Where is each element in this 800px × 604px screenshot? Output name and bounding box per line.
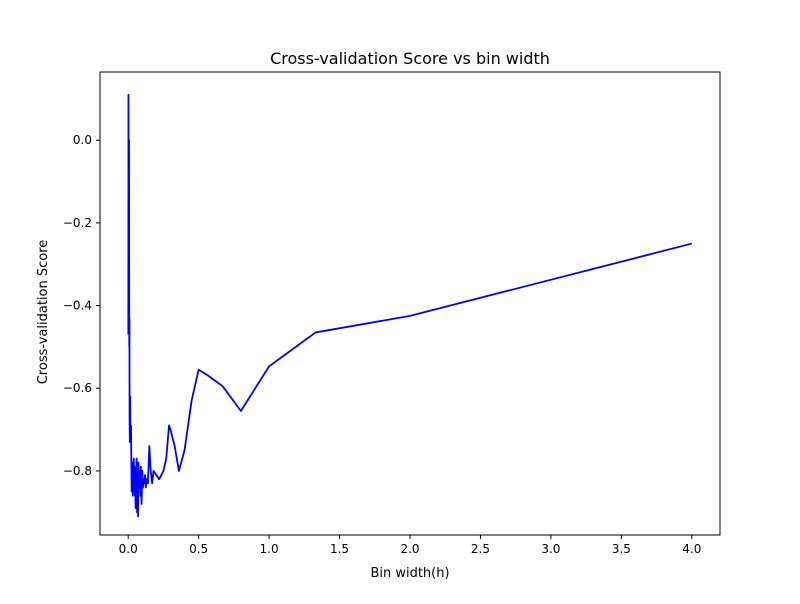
y-tick-label: −0.2 (63, 216, 92, 230)
x-tick-label: 3.5 (612, 542, 631, 556)
x-tick-label: 4.0 (682, 542, 701, 556)
x-tick-label: 0.0 (119, 542, 138, 556)
y-tick-label: −0.4 (63, 299, 92, 313)
series-line (127, 93, 693, 518)
x-tick-label: 0.5 (189, 542, 208, 556)
x-tick-label: 2.5 (471, 542, 490, 556)
x-axis-label: Bin width(h) (370, 566, 449, 581)
x-tick-label: 1.5 (330, 542, 349, 556)
x-tick-label: 1.0 (260, 542, 279, 556)
y-tick-label: 0.0 (73, 133, 92, 147)
x-axis-ticks: 0.0 0.5 1.0 1.5 2.0 2.5 3.0 3.5 4.0 (119, 535, 701, 556)
y-axis-label: Cross-validation Score (36, 240, 51, 385)
y-tick-label: −0.6 (63, 381, 92, 395)
plot-area (99, 71, 721, 536)
chart-title: Cross-validation Score vs bin width (270, 49, 550, 68)
y-tick-label: −0.8 (63, 464, 92, 478)
axes-frame (99, 71, 721, 536)
x-tick-label: 3.0 (541, 542, 560, 556)
y-axis-ticks: 0.0 −0.2 −0.4 −0.6 −0.8 (63, 133, 100, 478)
x-tick-label: 2.0 (400, 542, 419, 556)
